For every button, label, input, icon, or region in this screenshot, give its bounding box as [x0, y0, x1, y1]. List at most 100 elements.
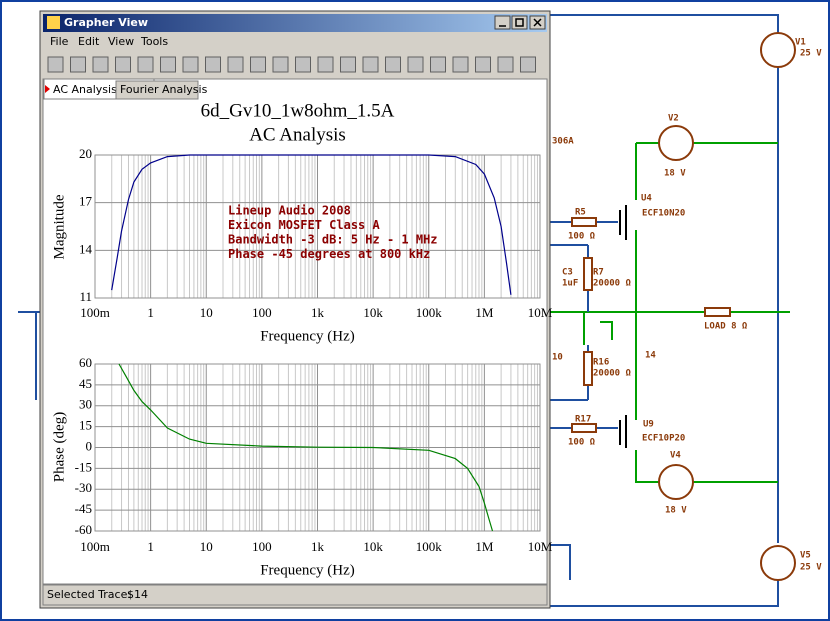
toolbar-button[interactable] [47, 56, 64, 73]
chart-title: 6d_Gv10_1w8ohm_1.5A [201, 100, 395, 121]
maximize-button[interactable] [511, 15, 528, 30]
schematic-label: R16 [593, 358, 609, 368]
toolbar-button[interactable] [385, 56, 401, 73]
y-tick-label: 45 [79, 376, 92, 391]
tab-label[interactable]: AC Analysis [53, 83, 117, 96]
y-tick-label: 0 [86, 438, 93, 453]
schematic-label: C3 [562, 268, 573, 278]
y-tick-label: -60 [75, 522, 92, 537]
toolbar-button[interactable] [137, 56, 154, 73]
annotation: Lineup Audio 2008 [228, 204, 351, 218]
toolbar-button[interactable] [250, 56, 266, 73]
x-tick-label: 1k [311, 539, 325, 554]
x-tick-label: 1k [311, 305, 325, 320]
schematic-label: R17 [575, 415, 591, 425]
x-tick-label: 100m [80, 539, 110, 554]
toolbar-button[interactable] [227, 56, 244, 73]
menu-item[interactable]: Edit [78, 35, 100, 48]
schematic-label: 20000 Ω [593, 369, 632, 379]
minimize-button[interactable] [494, 15, 511, 30]
toolbar-button[interactable] [272, 56, 289, 73]
active-tab-marker [45, 85, 50, 93]
x-tick-label: 100 [252, 305, 272, 320]
schematic-label: LOAD 8 Ω [704, 322, 748, 332]
schematic-label: 18 V [664, 169, 686, 179]
schematic-label: R7 [593, 268, 604, 278]
schematic-label: 20000 Ω [593, 279, 632, 289]
toolbar-button[interactable] [70, 56, 86, 73]
x-tick-label: 10 [200, 539, 213, 554]
schematic-label: V1 [795, 38, 806, 48]
toolbar-button[interactable] [430, 56, 446, 73]
y-tick-label: 17 [79, 194, 93, 209]
trace-line [111, 154, 512, 295]
schematic-label: V2 [668, 114, 679, 124]
y-tick-label: 20 [79, 146, 92, 161]
toolbar-button[interactable] [295, 56, 311, 73]
x-axis-label: Frequency (Hz) [260, 562, 355, 578]
toolbar-button[interactable] [407, 56, 424, 73]
toolbar-button[interactable] [497, 56, 514, 73]
toolbar-button[interactable] [340, 56, 356, 73]
x-tick-label: 10k [363, 305, 383, 320]
window-title: Grapher View [64, 16, 148, 29]
menu-item[interactable]: Tools [140, 35, 168, 48]
x-tick-label: 1M [475, 305, 494, 320]
grapher-window: Grapher View Selected Trace: $14 File Edi… [39, 10, 553, 609]
toolbar-button[interactable] [475, 56, 491, 73]
x-tick-label: 100 [252, 539, 272, 554]
x-tick-label: 10M [528, 539, 553, 554]
y-axis-label: Phase (deg) [51, 412, 67, 482]
y-tick-label: 30 [79, 397, 92, 412]
y-tick-label: -45 [75, 501, 92, 516]
schematic-label: R5 [575, 208, 586, 218]
y-tick-label: -30 [75, 480, 92, 495]
menu-item[interactable]: View [108, 35, 134, 48]
schematic-label: U4 [641, 194, 652, 204]
chart: 6d_Gv10_1w8ohm_1.5A AC Analysis 100m 1 10 100… [51, 100, 552, 344]
x-tick-label: 100m [80, 305, 110, 320]
x-axis-label: Frequency (Hz) [260, 328, 355, 344]
menu-item[interactable]: File [50, 35, 69, 48]
y-tick-label: 60 [79, 355, 92, 370]
toolbar-button[interactable] [160, 56, 176, 73]
schematic-label: V5 [800, 551, 811, 561]
annotation: Bandwidth -3 dB: 5 Hz - 1 MHz [228, 233, 438, 247]
window-buttons[interactable] [494, 15, 546, 30]
tab-label[interactable]: Fourier Analysis [120, 83, 208, 96]
schematic-label: 100 Ω [568, 232, 596, 242]
schematic-wires [18, 14, 796, 607]
annotation: Phase -45 degrees at 800 kHz [228, 247, 430, 261]
schematic-label: U9 [643, 420, 654, 430]
tab[interactable] [115, 80, 199, 100]
trace-line [118, 363, 494, 532]
y-tick-label: 14 [79, 241, 93, 256]
x-tick-label: 100k [416, 539, 443, 554]
schematic-label: ECF10P20 [642, 434, 685, 444]
toolbar-button[interactable] [182, 56, 199, 73]
schematic-label: V4 [670, 451, 681, 461]
toolbar-button[interactable] [205, 56, 221, 73]
status-value: $14 [127, 588, 148, 601]
toolbar-button[interactable] [362, 56, 379, 73]
schematic-label: 25 V [800, 563, 822, 573]
status-label: Selected Trace: [47, 588, 131, 601]
x-tick-label: 1M [475, 539, 494, 554]
chart: 100m 1 10 100 1k 10k 100k 1M 10M -60 -45 -30 -15 0 15 3… [51, 355, 552, 578]
toolbar-button[interactable] [452, 56, 469, 73]
toolbar-button[interactable] [520, 56, 536, 73]
toolbar-button[interactable] [115, 56, 131, 73]
schematic-label: 1uF [562, 279, 578, 289]
schematic-label: 100 Ω [568, 438, 596, 448]
x-tick-label: 10k [363, 539, 383, 554]
x-tick-label: 1 [147, 305, 154, 320]
toolbar-button[interactable] [317, 56, 334, 73]
app-icon [47, 16, 60, 29]
toolbar-button[interactable] [92, 56, 109, 73]
y-tick-label: 11 [79, 289, 92, 304]
annotation: Exicon MOSFET Class A [228, 218, 380, 232]
x-tick-label: 10M [528, 305, 553, 320]
schematic-label: ECF10N20 [642, 209, 685, 219]
